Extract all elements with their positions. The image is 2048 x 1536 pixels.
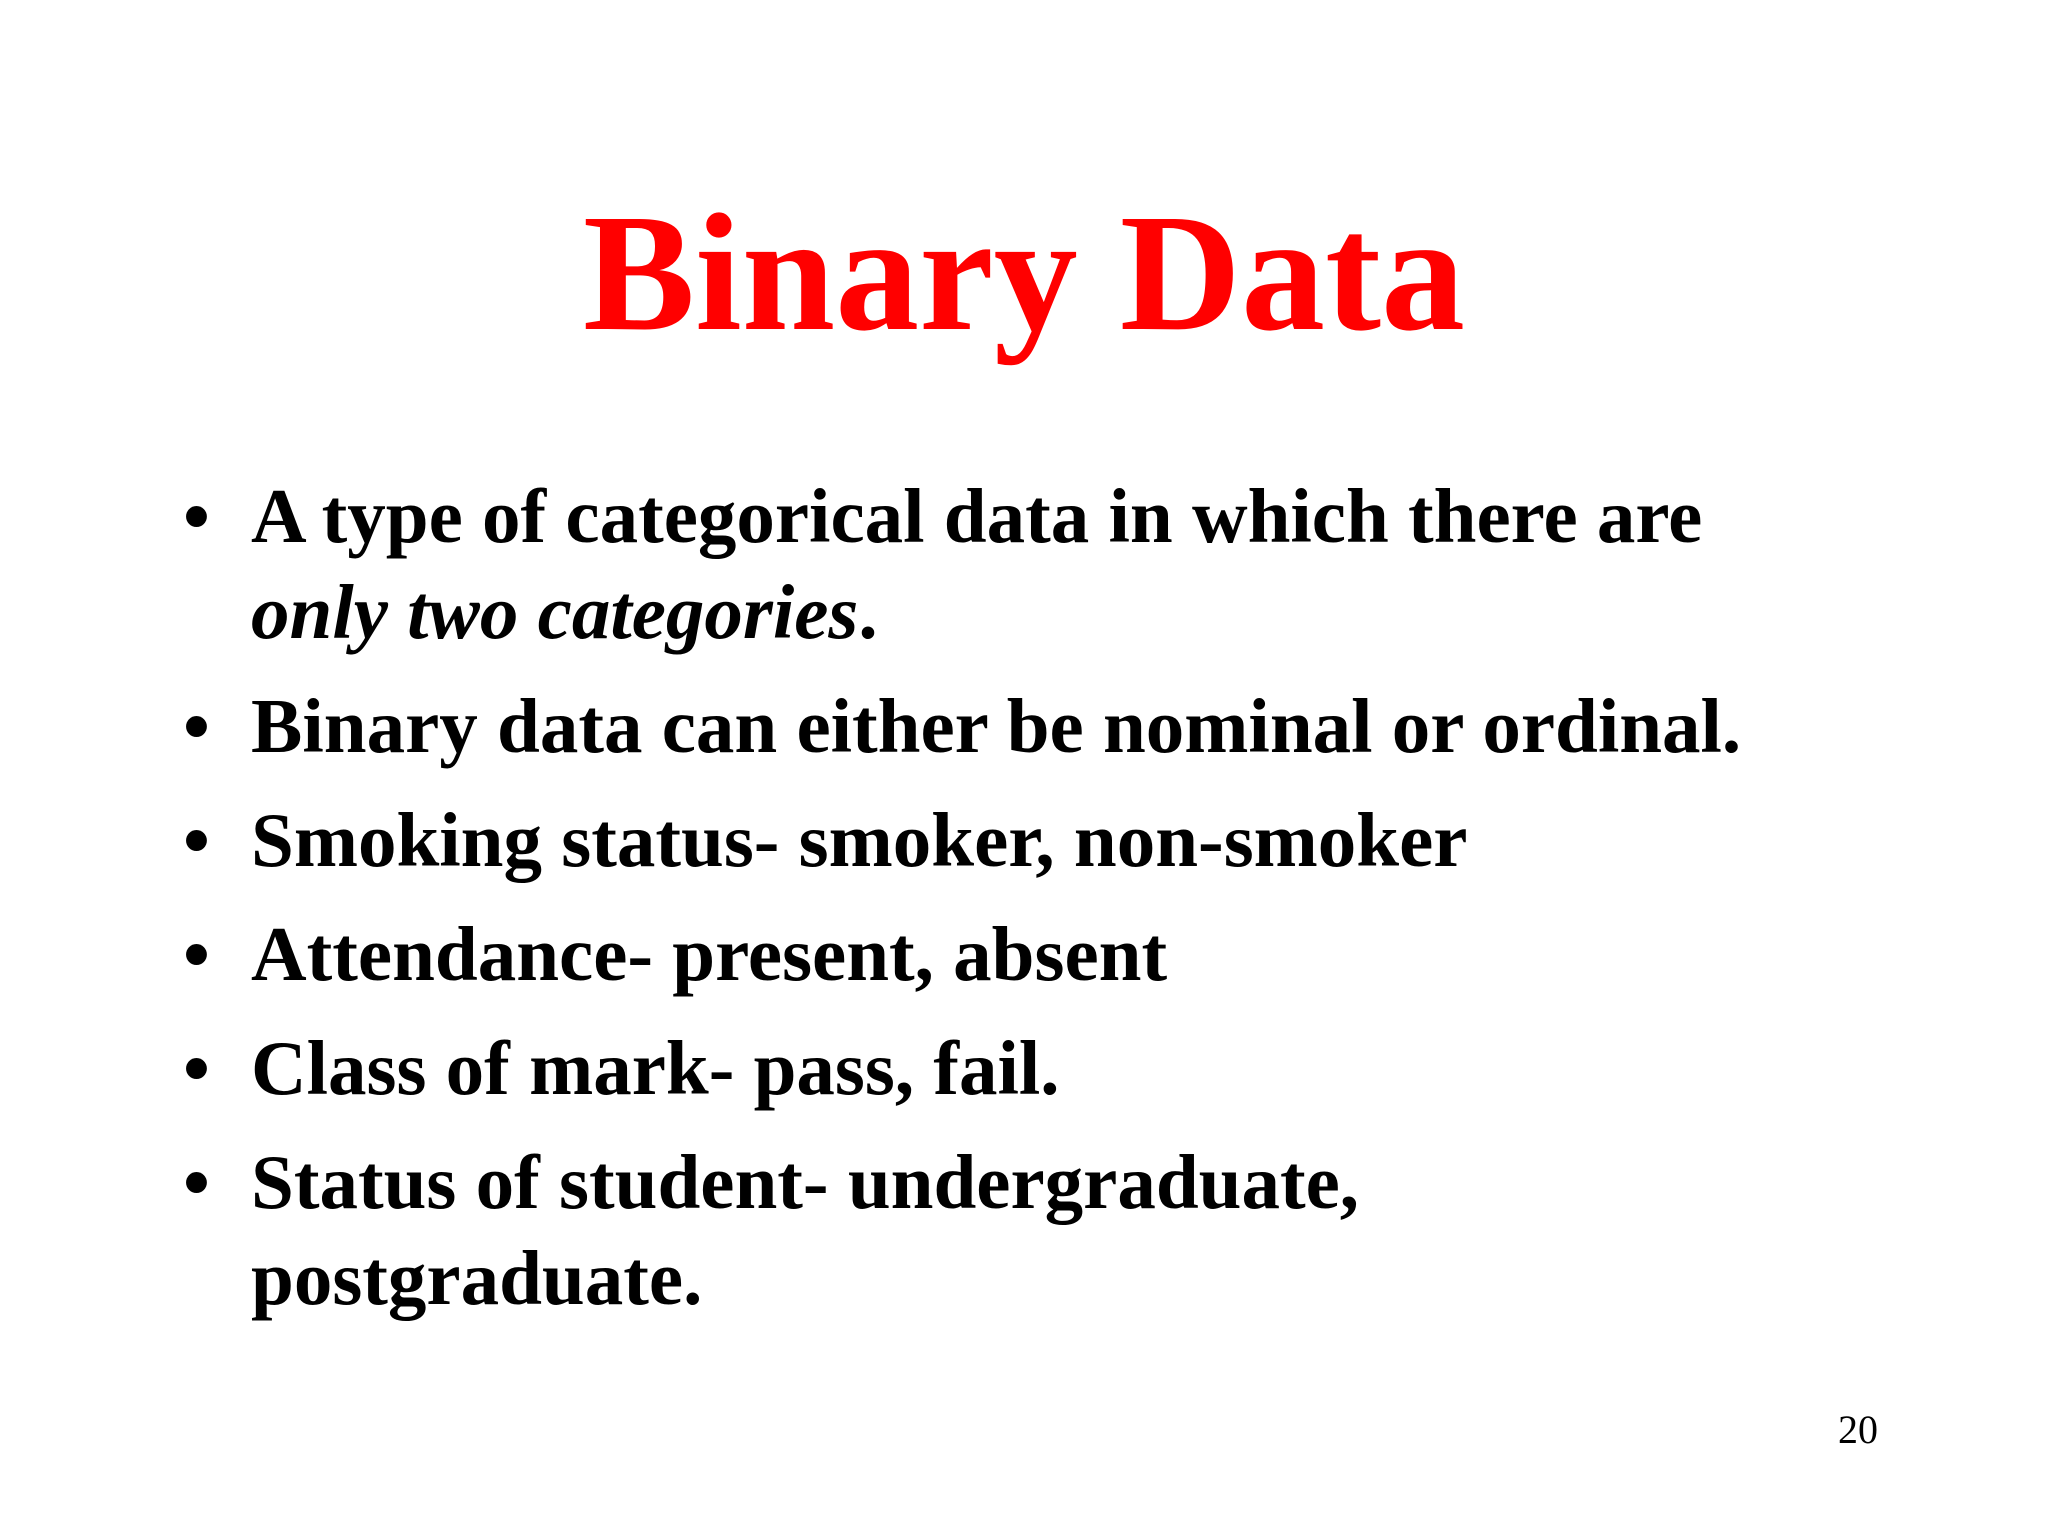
bullet-icon: • [183, 683, 210, 769]
bullet-icon: • [183, 473, 210, 559]
bullet-text: Status of student- undergraduate, postgr… [251, 1139, 1360, 1321]
bullet-text: Attendance- present, absent [251, 911, 1168, 997]
bullet-text: Binary data can either be nominal or ord… [251, 683, 1742, 769]
slide-title: Binary Data [583, 180, 1465, 366]
bullet-emphasis: only two categories [251, 569, 859, 655]
bullet-item: • Class of mark- pass, fail. [0, 1020, 1900, 1116]
bullet-list: • A type of categorical data in which the… [0, 468, 1900, 1344]
bullet-icon: • [183, 1025, 210, 1111]
bullet-icon: • [183, 797, 210, 883]
bullet-item: • Binary data can either be nominal or or… [0, 678, 1900, 774]
bullet-text: A type of categorical data in which ther… [251, 473, 1703, 559]
bullet-text: Class of mark- pass, fail. [251, 1025, 1060, 1111]
bullet-icon: • [183, 1139, 210, 1225]
page-number: 20 [1838, 1407, 1878, 1452]
bullet-item: • Smoking status- smoker, non-smoker [0, 792, 1900, 888]
bullet-item: • Status of student- undergraduate, postg… [0, 1134, 1900, 1326]
bullet-item: • Attendance- present, absent [0, 906, 1900, 1002]
bullet-text: Smoking status- smoker, non-smoker [251, 797, 1468, 883]
bullet-item: • A type of categorical data in which the… [0, 468, 1900, 660]
bullet-icon: • [183, 911, 210, 997]
bullet-text-end: . [858, 569, 878, 655]
